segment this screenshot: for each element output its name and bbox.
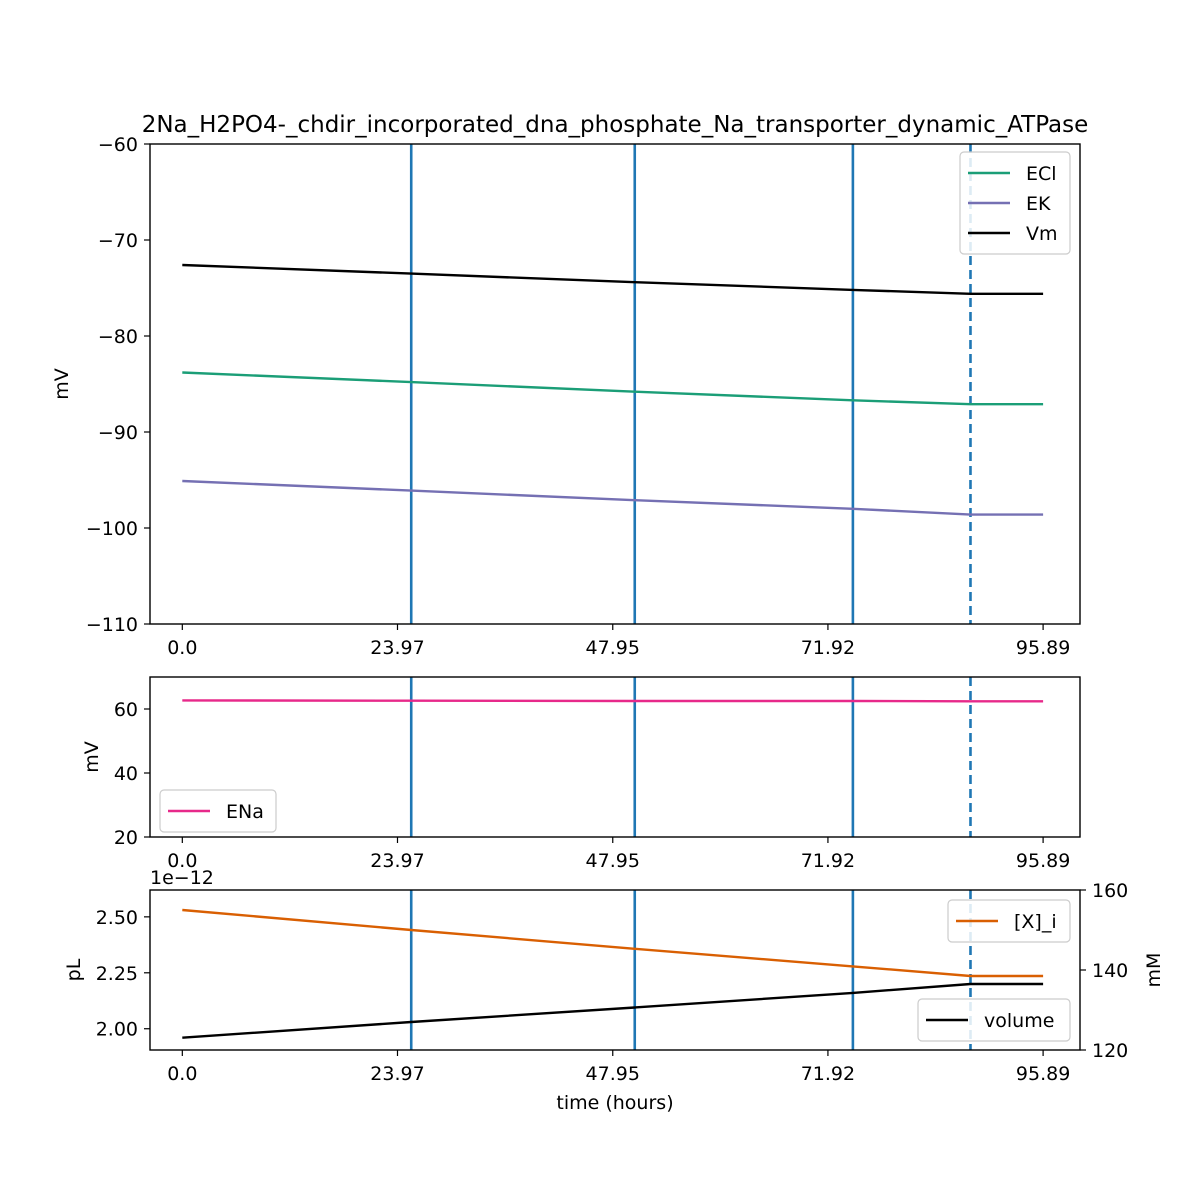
y-tick-label: 40 bbox=[114, 763, 138, 785]
legend-entry: EK bbox=[1026, 193, 1051, 215]
legend: ECl EK Vm bbox=[959, 151, 1071, 255]
y-tick-label: −80 bbox=[98, 326, 138, 348]
sodium-potential-panel: 0.0 23.97 47.95 71.92 95.89 20 40 60 mV ENa bbox=[81, 676, 1081, 872]
x-axis-label: time (hours) bbox=[556, 1092, 673, 1114]
x-tick-label: 47.95 bbox=[586, 850, 640, 872]
y-axis-label: mV bbox=[51, 368, 73, 400]
axes-frame bbox=[149, 143, 1081, 625]
legend-box bbox=[917, 998, 1071, 1042]
volume-concentration-panel: 0.0 23.97 47.95 71.92 95.89 2.00 2.25 2.50 120 14… bbox=[63, 880, 1165, 1085]
legend-entry: ENa bbox=[226, 801, 264, 823]
y-tick-label: 2.00 bbox=[96, 1019, 138, 1041]
chart-title: 2Na_H2PO4-_chdir_incorporated_dna_phosph… bbox=[142, 112, 1089, 138]
legend-box bbox=[947, 899, 1071, 943]
x-tick-label: 23.97 bbox=[370, 850, 424, 872]
axes-frame bbox=[149, 676, 1081, 838]
legend-entry: volume bbox=[984, 1010, 1054, 1032]
y-right-axis-label: mM bbox=[1143, 953, 1165, 988]
legend-box bbox=[959, 151, 1071, 255]
legend-entry: ECl bbox=[1026, 163, 1057, 185]
y-tick-label: 20 bbox=[114, 827, 138, 849]
x-tick-label: 71.92 bbox=[801, 1063, 855, 1085]
y-axis-label: mV bbox=[81, 741, 103, 773]
series-line-x-i bbox=[182, 908, 1044, 978]
x-tick-label: 23.97 bbox=[370, 637, 424, 659]
x-tick-label: 47.95 bbox=[586, 637, 640, 659]
y-tick-label: 60 bbox=[114, 699, 138, 721]
y-tick-label: −90 bbox=[98, 422, 138, 444]
x-tick-label: 95.89 bbox=[1016, 1063, 1070, 1085]
legend-entry: Vm bbox=[1026, 223, 1058, 245]
y-right-tick-label: 160 bbox=[1092, 880, 1128, 902]
y-tick-label: −100 bbox=[86, 518, 138, 540]
y-tick-label: −60 bbox=[98, 134, 138, 156]
x-tick-label: 95.89 bbox=[1016, 637, 1070, 659]
x-tick-label: 47.95 bbox=[586, 1063, 640, 1085]
series-line-volume bbox=[182, 982, 1044, 1039]
legend-box bbox=[159, 789, 277, 833]
x-tick-label: 95.89 bbox=[1016, 850, 1070, 872]
x-tick-label: 23.97 bbox=[370, 1063, 424, 1085]
y-tick-label: 2.50 bbox=[96, 907, 138, 929]
x-tick-label: 71.92 bbox=[801, 637, 855, 659]
x-tick-label: 71.92 bbox=[801, 850, 855, 872]
series-line-ecl bbox=[182, 371, 1044, 406]
series-line-ena bbox=[182, 699, 1044, 703]
legend: [X]_i bbox=[947, 899, 1071, 943]
legend: volume bbox=[917, 998, 1071, 1042]
x-tick-label: 0.0 bbox=[167, 1063, 197, 1085]
y-tick-label: 2.25 bbox=[96, 963, 138, 985]
legend: ENa bbox=[159, 789, 277, 833]
y-axis-label: pL bbox=[63, 958, 85, 981]
x-tick-label: 0.0 bbox=[167, 637, 197, 659]
series-line-vm bbox=[182, 263, 1044, 295]
y-right-tick-label: 140 bbox=[1092, 960, 1128, 982]
y-tick-label: −110 bbox=[86, 614, 138, 636]
y-right-tick-label: 120 bbox=[1092, 1040, 1128, 1062]
series-line-ek bbox=[182, 479, 1044, 516]
y-tick-label: −70 bbox=[98, 230, 138, 252]
membrane-potential-panel: 0.0 23.97 47.95 71.92 95.89 −60 −70 −80 −90 −100 −… bbox=[51, 134, 1081, 659]
x-tick-label: 0.0 bbox=[167, 850, 197, 872]
y-axis-offset-text: 1e−12 bbox=[150, 867, 214, 889]
legend-entry: [X]_i bbox=[1014, 911, 1057, 933]
